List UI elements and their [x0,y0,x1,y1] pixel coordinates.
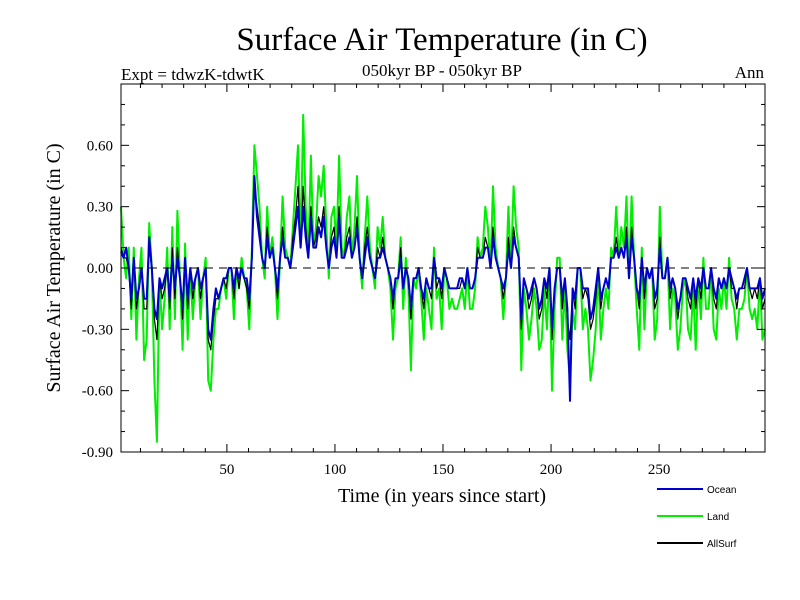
y-tick-label: -0.60 [82,384,113,400]
x-tick-label: 200 [540,462,563,478]
y-tick-label: -0.30 [82,322,113,338]
experiment-label: Expt = tdwzK-tdwtK [121,65,265,84]
chart-title: Surface Air Temperature (in C) [236,22,647,58]
legend-label-ocean: Ocean [707,485,736,496]
x-tick-label: 250 [648,462,671,478]
x-axis-label: Time (in years since start) [338,485,546,507]
series-line-ocean [120,175,766,402]
x-tick-label: 50 [219,462,234,478]
y-tick-label: 0.60 [87,138,113,154]
legend-label-allsurf: AllSurf [707,539,737,550]
x-tick-label: 150 [432,462,455,478]
y-tick-label: -0.90 [82,445,113,461]
y-axis-label: Surface Air Temperature (in C) [43,143,65,392]
plot-lines [120,113,766,443]
y-tick-label: 0.30 [87,200,113,216]
axis-ticks: 50 100 150 200 250 -0.90 -0.60 -0.30 0.00 0.30 0.6… [82,83,765,478]
legend-label-land: Land [707,512,729,523]
season-label: Ann [735,63,765,82]
chart-subtitle: 050kyr BP - 050kyr BP [362,61,522,80]
legend: Ocean Land AllSurf [657,485,737,550]
x-tick-label: 100 [324,462,347,478]
y-tick-label: 0.00 [87,261,113,277]
